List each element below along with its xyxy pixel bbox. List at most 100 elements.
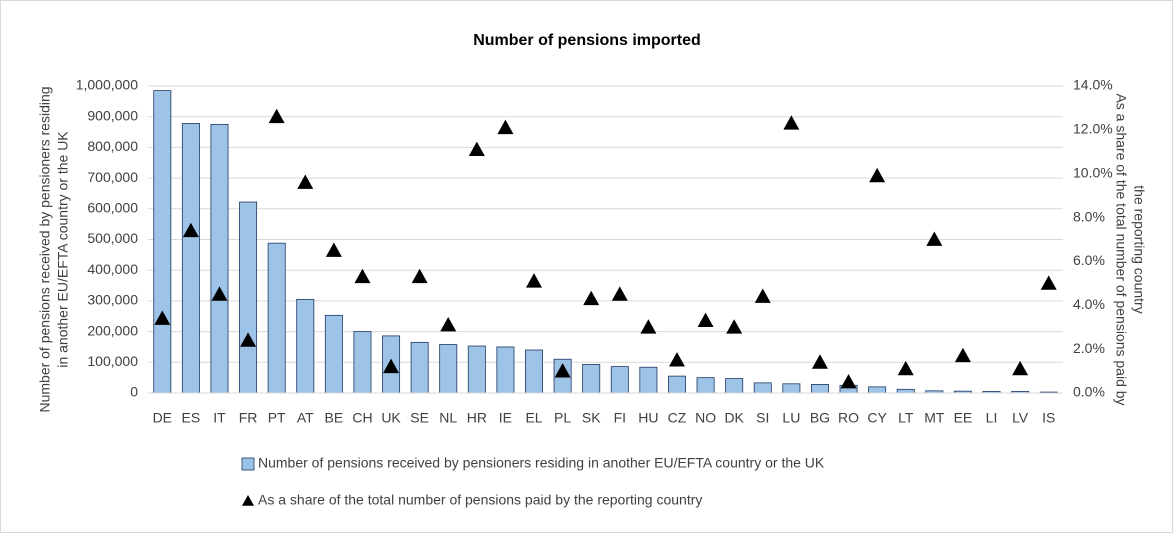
triangle-marker <box>840 374 857 389</box>
x-tick-label: SI <box>756 410 769 426</box>
x-tick-label: NL <box>439 410 457 426</box>
x-tick-label: PL <box>554 410 571 426</box>
y2-axis-title: As a share of the total number of pensio… <box>1113 93 1129 405</box>
y-tick-label: 500,000 <box>87 230 138 246</box>
bar <box>868 386 887 394</box>
y-tick-label: 600,000 <box>87 200 138 216</box>
x-tick-label: CY <box>867 410 887 426</box>
bar <box>782 383 801 394</box>
triangle-marker <box>297 174 314 189</box>
y-tick-label: 0 <box>130 384 138 400</box>
bar <box>725 378 744 394</box>
triangle-marker <box>268 108 285 124</box>
bar <box>696 377 715 394</box>
y2-tick-label: 0.0% <box>1073 384 1105 400</box>
y-tick-label: 800,000 <box>87 138 138 154</box>
bar <box>267 242 286 394</box>
bar <box>582 364 601 394</box>
triangle-marker <box>954 347 971 363</box>
y-tick-label: 900,000 <box>87 107 138 123</box>
triangle-marker <box>440 317 457 332</box>
x-tick-label: DK <box>724 410 744 426</box>
x-tick-label: FI <box>614 410 626 426</box>
y-tick-label: 200,000 <box>87 322 138 338</box>
x-tick-label: PT <box>268 410 286 426</box>
x-tick-label: LI <box>986 410 998 426</box>
bar <box>639 366 658 394</box>
y-tick-label: 1,000,000 <box>76 77 138 93</box>
y2-axis-title: the reporting country <box>1131 185 1147 313</box>
bar <box>810 384 829 394</box>
y-axis-title: in another EU/EFTA country or the UK <box>55 131 71 368</box>
x-tick-label: MT <box>924 410 945 426</box>
bar <box>181 123 200 394</box>
y-tick-label: 100,000 <box>87 353 138 369</box>
y2-tick-label: 4.0% <box>1073 296 1105 312</box>
x-tick-label: LT <box>898 410 914 426</box>
y2-tick-label: 14.0% <box>1073 77 1113 93</box>
bar <box>753 382 772 394</box>
x-tick-label: DE <box>153 410 172 426</box>
bar <box>896 388 915 394</box>
bar <box>496 346 515 394</box>
triangle-marker <box>1012 360 1029 376</box>
triangle-marker <box>468 141 485 156</box>
x-tick-label: SE <box>410 410 429 426</box>
x-tick-label: CH <box>352 410 372 426</box>
x-tick-label: LV <box>1012 410 1029 426</box>
x-tick-label: ES <box>182 410 201 426</box>
triangle-marker <box>497 119 514 135</box>
x-tick-label: BG <box>810 410 830 426</box>
legend-swatch <box>242 495 254 506</box>
x-tick-label: BE <box>325 410 344 426</box>
x-tick-label: EE <box>954 410 973 426</box>
x-tick-label: IS <box>1042 410 1055 426</box>
triangle-marker <box>726 319 743 334</box>
triangle-marker <box>583 290 600 306</box>
y-axis-title: Number of pensions received by pensioner… <box>37 86 53 412</box>
triangle-marker <box>754 288 771 303</box>
triangle-marker <box>869 167 886 183</box>
triangle-marker <box>783 115 800 130</box>
triangle-marker <box>668 352 685 367</box>
x-tick-label: LU <box>782 410 800 426</box>
triangle-marker <box>383 358 400 374</box>
triangle-marker <box>554 363 571 378</box>
triangle-marker <box>411 268 428 284</box>
x-tick-label: CZ <box>668 410 687 426</box>
triangle-marker <box>640 319 657 334</box>
x-tick-label: EL <box>525 410 542 426</box>
y2-tick-label: 12.0% <box>1073 121 1113 137</box>
triangle-marker <box>897 360 914 376</box>
triangle-marker <box>811 354 828 369</box>
y2-tick-label: 8.0% <box>1073 208 1105 224</box>
triangle-marker <box>926 231 943 246</box>
legend-label: As a share of the total number of pensio… <box>258 492 702 508</box>
x-tick-label: AT <box>297 410 314 426</box>
y2-tick-label: 2.0% <box>1073 340 1105 356</box>
y2-tick-label: 6.0% <box>1073 252 1105 268</box>
triangle-marker <box>526 273 543 288</box>
x-tick-label: IE <box>499 410 512 426</box>
bar <box>153 90 172 394</box>
bar <box>324 314 343 394</box>
bar <box>296 298 315 394</box>
triangle-marker <box>354 268 371 284</box>
bar <box>668 375 686 394</box>
y2-tick-label: 10.0% <box>1073 164 1113 180</box>
triangle-marker <box>182 222 199 238</box>
x-tick-label: HU <box>638 410 658 426</box>
x-tick-label: NO <box>695 410 716 426</box>
triangle-marker <box>154 310 171 325</box>
bar <box>439 344 458 394</box>
chart-title: Number of pensions imported <box>473 32 701 49</box>
triangle-marker <box>211 286 228 301</box>
x-tick-label: RO <box>838 410 859 426</box>
bar <box>610 366 629 394</box>
bar <box>410 341 429 394</box>
x-tick-label: IT <box>213 410 226 426</box>
triangle-marker <box>1040 275 1057 290</box>
bar <box>210 123 229 394</box>
